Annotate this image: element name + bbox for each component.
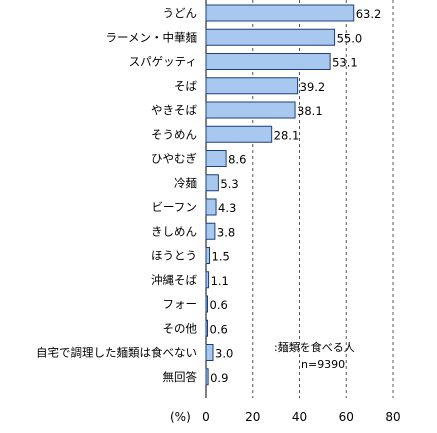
value-labels: 63.2 55.0 53.1 39.2 38.1 28.1 8.6 5.3 4.3 3.8 1.5 1… [210,7,382,385]
bar [205,53,331,70]
value-label: 53.1 [332,56,358,70]
value-label: 0.6 [210,322,228,336]
category-label: やきそば [151,103,197,117]
bar [205,198,217,216]
x-tick-label: 60 [339,410,354,424]
bar [205,295,208,313]
category-label: ラーメン・中華麺 [105,30,197,44]
x-tick-label: 20 [245,410,260,424]
bar [205,150,227,167]
x-tick-label: 80 [385,410,400,424]
bar [205,344,214,361]
bar [205,28,336,46]
value-label: 8.6 [228,153,246,167]
value-label: 3.8 [217,225,235,239]
category-label: 無回答 [163,370,198,384]
bar [205,77,299,95]
x-tick-label: 0 [202,410,210,424]
value-label: 4.3 [218,201,236,215]
category-label: スパゲッティ [129,55,197,69]
category-label: ほうとう [151,249,197,263]
category-label: ひやむぎ [151,152,197,166]
value-label: 0.9 [210,371,228,385]
value-label: 3.0 [215,347,233,361]
x-tick-label: 40 [292,410,307,424]
note-sample-size: n=9390 [301,358,345,371]
bar [205,319,208,337]
value-label: 0.6 [210,298,228,312]
bar [205,125,273,143]
category-label: うどん [163,6,198,20]
bar [205,101,296,119]
category-label: 自宅で調理した麺類は食べない [36,346,197,360]
category-label: フォー [163,297,198,311]
bar [205,4,355,22]
x-axis-unit: (%) [170,410,191,424]
category-label: そうめん [151,127,197,141]
category-label: ビーフン [151,200,197,214]
category-label: そば [174,79,197,93]
bar [205,222,216,240]
note-title: :麺類を食べる人 [274,340,355,354]
value-label: 55.0 [337,31,363,45]
bar [205,368,209,386]
category-labels: うどんラーメン・中華麺スパゲッティそばやきそばそうめんひやむぎ冷麺ビーフンきしめ… [36,6,197,384]
category-label: きしめん [151,224,197,238]
bars [205,4,355,386]
value-label: 1.5 [212,250,230,264]
x-axis: (%) 0 20 40 60 80 [170,410,401,424]
sample-note: :麺類を食べる人 n=9390 [274,340,355,371]
value-label: 38.1 [297,104,323,118]
bar [205,247,211,264]
value-label: 63.2 [356,7,382,21]
category-label: その他 [163,321,198,335]
category-label: 沖縄そば [151,273,197,287]
category-label: 冷麺 [174,176,197,190]
value-label: 39.2 [300,80,326,94]
bar [205,174,219,192]
value-label: 5.3 [220,177,238,191]
bar [205,271,210,289]
value-label: 28.1 [274,128,300,142]
value-label: 1.1 [211,274,229,288]
